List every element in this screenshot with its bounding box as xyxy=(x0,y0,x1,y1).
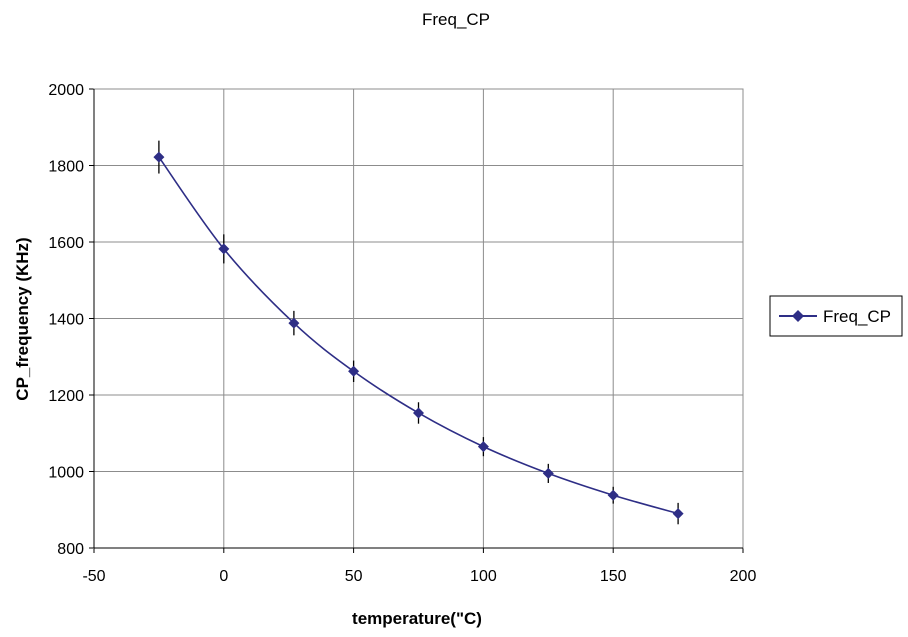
y-tick-label: 1200 xyxy=(48,388,84,405)
data-point-marker xyxy=(153,151,165,163)
y-tick-label: 1000 xyxy=(48,465,84,482)
data-point-marker xyxy=(672,508,684,520)
legend-marker-swatch xyxy=(792,310,804,322)
data-point-marker xyxy=(348,365,360,377)
x-tick-label: 0 xyxy=(219,568,228,585)
y-tick-label: 1600 xyxy=(48,235,84,252)
y-tick-label: 800 xyxy=(57,541,84,558)
y-axis-title: CP_frequency (KHz) xyxy=(13,237,32,400)
legend-label-freq-cp: Freq_CP xyxy=(823,307,891,326)
series-line-freq-cp xyxy=(158,156,679,515)
x-tick-label: 200 xyxy=(730,568,757,585)
data-point-marker xyxy=(218,243,230,255)
legend: Freq_CP xyxy=(769,295,903,337)
chart-title: Freq_CP xyxy=(422,10,490,29)
y-tick-label: 1800 xyxy=(48,159,84,176)
data-point-marker xyxy=(413,407,424,419)
x-axis-title: temperature("C) xyxy=(352,609,482,628)
plot-area: -50 0 50 100 150 200 800 1000 1200 1400 1600 1800 20… xyxy=(48,82,756,585)
x-tick-label: 100 xyxy=(470,568,497,585)
data-point-marker xyxy=(542,467,554,479)
data-point-marker xyxy=(288,317,300,329)
data-point-marker xyxy=(477,441,489,453)
y-tick-label: 1400 xyxy=(48,312,84,329)
x-tick-label: 50 xyxy=(345,568,363,585)
x-tick-label: 150 xyxy=(600,568,627,585)
data-point-marker xyxy=(607,489,619,501)
y-tick-label: 2000 xyxy=(48,82,84,99)
x-tick-label: -50 xyxy=(82,568,105,585)
